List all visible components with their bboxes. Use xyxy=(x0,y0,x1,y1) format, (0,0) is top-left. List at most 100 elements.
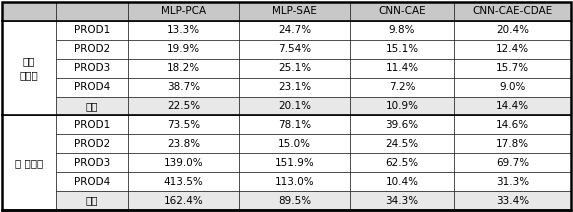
Bar xyxy=(239,78,350,96)
Text: CNN-CAE-CDAE: CNN-CAE-CDAE xyxy=(472,6,552,17)
Bar xyxy=(128,134,239,153)
Text: 14.6%: 14.6% xyxy=(496,120,529,130)
Bar xyxy=(2,21,56,116)
Bar xyxy=(56,191,128,210)
Bar xyxy=(454,78,571,96)
Bar xyxy=(239,40,350,59)
Text: PROD2: PROD2 xyxy=(74,44,110,54)
Text: 19.9%: 19.9% xyxy=(167,44,201,54)
Text: 평균: 평균 xyxy=(86,195,99,206)
Bar xyxy=(2,116,56,210)
Text: 13.3%: 13.3% xyxy=(167,25,201,35)
Text: 15.0%: 15.0% xyxy=(278,139,311,149)
Text: PROD1: PROD1 xyxy=(74,120,110,130)
Bar xyxy=(128,172,239,191)
Text: 9.8%: 9.8% xyxy=(388,25,415,35)
Bar xyxy=(128,78,239,96)
Bar xyxy=(350,40,454,59)
Bar xyxy=(56,116,128,134)
Bar xyxy=(350,2,454,21)
Text: MLP-SAE: MLP-SAE xyxy=(272,6,317,17)
Text: MLP-PCA: MLP-PCA xyxy=(161,6,206,17)
Bar xyxy=(128,40,239,59)
Bar xyxy=(350,59,454,78)
Bar xyxy=(350,172,454,191)
Bar xyxy=(56,78,128,96)
Text: 89.5%: 89.5% xyxy=(278,195,311,206)
Bar xyxy=(128,59,239,78)
Bar xyxy=(350,78,454,96)
Bar xyxy=(239,96,350,116)
Text: 10.4%: 10.4% xyxy=(386,177,418,187)
Bar xyxy=(239,191,350,210)
Text: 9.0%: 9.0% xyxy=(499,82,525,92)
Text: 22.5%: 22.5% xyxy=(167,101,201,111)
Text: 23.1%: 23.1% xyxy=(278,82,311,92)
Text: 139.0%: 139.0% xyxy=(164,158,203,168)
Text: 오일
생산량: 오일 생산량 xyxy=(19,57,38,80)
Text: PROD4: PROD4 xyxy=(74,177,110,187)
Text: PROD3: PROD3 xyxy=(74,158,110,168)
Text: 69.7%: 69.7% xyxy=(496,158,529,168)
Bar xyxy=(454,96,571,116)
Text: 25.1%: 25.1% xyxy=(278,63,311,73)
Bar xyxy=(239,153,350,172)
Bar xyxy=(350,134,454,153)
Bar xyxy=(454,153,571,172)
Text: PROD1: PROD1 xyxy=(74,25,110,35)
Bar xyxy=(56,172,128,191)
Bar xyxy=(128,153,239,172)
Text: 7.54%: 7.54% xyxy=(278,44,311,54)
Text: PROD3: PROD3 xyxy=(74,63,110,73)
Bar xyxy=(239,59,350,78)
Bar xyxy=(56,21,128,40)
Bar xyxy=(350,116,454,134)
Text: 113.0%: 113.0% xyxy=(274,177,314,187)
Bar xyxy=(239,134,350,153)
Bar xyxy=(56,134,128,153)
Bar xyxy=(454,116,571,134)
Text: PROD4: PROD4 xyxy=(74,82,110,92)
Bar xyxy=(239,21,350,40)
Text: 물 생산량: 물 생산량 xyxy=(15,158,43,168)
Text: 15.7%: 15.7% xyxy=(496,63,529,73)
Text: 33.4%: 33.4% xyxy=(496,195,529,206)
Text: PROD2: PROD2 xyxy=(74,139,110,149)
Text: 162.4%: 162.4% xyxy=(164,195,203,206)
Bar xyxy=(56,59,128,78)
Bar xyxy=(239,172,350,191)
Text: 39.6%: 39.6% xyxy=(385,120,418,130)
Text: 73.5%: 73.5% xyxy=(167,120,201,130)
Bar xyxy=(350,153,454,172)
Text: CNN-CAE: CNN-CAE xyxy=(378,6,426,17)
Text: 31.3%: 31.3% xyxy=(496,177,529,187)
Bar xyxy=(128,96,239,116)
Text: 34.3%: 34.3% xyxy=(385,195,418,206)
Text: 평균: 평균 xyxy=(86,101,99,111)
Bar xyxy=(239,116,350,134)
Text: 20.4%: 20.4% xyxy=(496,25,529,35)
Bar xyxy=(454,134,571,153)
Bar xyxy=(56,96,128,116)
Bar xyxy=(454,172,571,191)
Text: 78.1%: 78.1% xyxy=(278,120,311,130)
Bar xyxy=(128,2,239,21)
Text: 14.4%: 14.4% xyxy=(496,101,529,111)
Text: 24.5%: 24.5% xyxy=(385,139,418,149)
Text: 20.1%: 20.1% xyxy=(278,101,311,111)
Text: 151.9%: 151.9% xyxy=(274,158,314,168)
Text: 12.4%: 12.4% xyxy=(496,44,529,54)
Text: 413.5%: 413.5% xyxy=(164,177,203,187)
Bar xyxy=(350,191,454,210)
Bar xyxy=(454,59,571,78)
Text: 23.8%: 23.8% xyxy=(167,139,201,149)
Bar xyxy=(454,40,571,59)
Text: 18.2%: 18.2% xyxy=(167,63,201,73)
Text: 38.7%: 38.7% xyxy=(167,82,201,92)
Bar xyxy=(128,191,239,210)
Bar xyxy=(350,96,454,116)
Bar xyxy=(56,40,128,59)
Text: 11.4%: 11.4% xyxy=(385,63,418,73)
Bar xyxy=(454,2,571,21)
Text: 24.7%: 24.7% xyxy=(278,25,311,35)
